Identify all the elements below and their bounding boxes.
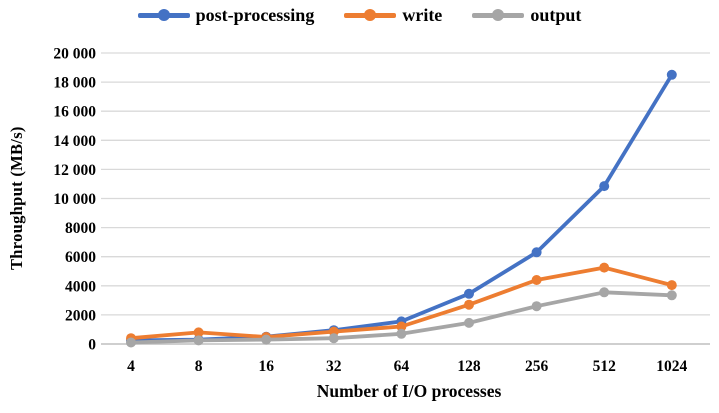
data-point-write <box>666 280 677 291</box>
series-line-post-processing <box>129 72 674 343</box>
x-tick-label: 16 <box>258 358 274 375</box>
y-tick-label: 16 000 <box>53 104 96 121</box>
y-tick-label: 4000 <box>65 278 96 295</box>
data-point-post-processing <box>531 247 542 258</box>
x-tick-label: 4 <box>127 358 135 375</box>
data-point-write <box>599 262 610 273</box>
data-point-post-processing <box>599 181 610 192</box>
x-tick-label: 256 <box>525 358 549 375</box>
data-point-output <box>666 290 677 301</box>
x-tick-label: 128 <box>457 358 481 375</box>
data-point-post-processing <box>666 69 677 80</box>
y-tick-label: 8000 <box>65 220 96 237</box>
data-point-output <box>599 287 610 298</box>
data-point-output <box>261 334 272 345</box>
y-tick-label: 12 000 <box>53 162 96 179</box>
legend-label: output <box>530 5 582 25</box>
data-point-output <box>396 328 407 339</box>
x-tick-label: 8 <box>195 358 203 375</box>
y-tick-label: 6000 <box>65 249 96 266</box>
legend-line-dot-icon <box>472 9 525 22</box>
data-point-output <box>464 317 474 328</box>
y-tick-label: 10 000 <box>53 191 96 208</box>
x-tick-label: 64 <box>394 358 410 375</box>
data-point-write <box>531 275 542 285</box>
data-point-write <box>464 299 474 310</box>
legend-label: post-processing <box>195 5 315 25</box>
data-point-output <box>126 337 136 348</box>
data-point-write <box>396 321 407 332</box>
x-tick-label: 32 <box>326 358 342 375</box>
y-tick-label: 0 <box>88 337 96 354</box>
y-tick-label: 20 000 <box>53 46 96 63</box>
data-point-output <box>531 301 542 312</box>
legend-label: write <box>402 5 443 25</box>
data-point-output <box>328 333 339 344</box>
legend-item-output: output <box>472 6 581 24</box>
x-tick-label: 512 <box>593 358 617 375</box>
legend-line-dot-icon <box>137 9 190 22</box>
y-tick-label: 2000 <box>65 307 96 324</box>
data-point-post-processing <box>464 288 474 299</box>
data-point-output <box>193 335 204 346</box>
y-tick-label: 14 000 <box>53 133 96 150</box>
legend-item-post-processing: post-processing <box>137 5 315 25</box>
data-point-write <box>193 327 204 338</box>
x-axis-title: Number of I/O processes <box>316 381 502 401</box>
x-tick-label: 1024 <box>656 358 687 375</box>
legend-line-dot-icon <box>344 9 397 22</box>
chart-legend: post-processing write output <box>0 6 719 24</box>
legend-item-write: write <box>344 6 442 24</box>
y-tick-label: 18 000 <box>53 75 96 92</box>
